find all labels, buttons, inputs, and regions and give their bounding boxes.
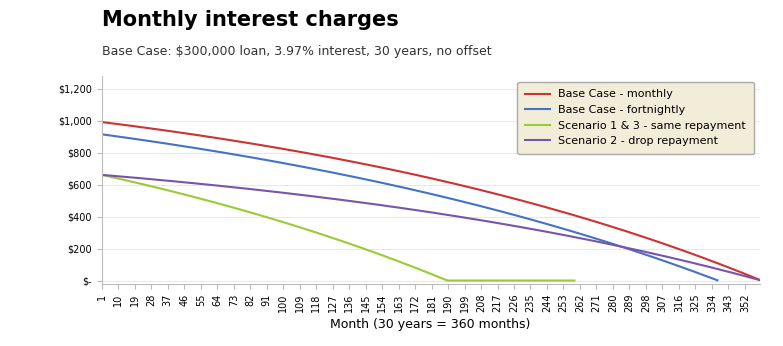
Base Case - monthly <box>293 149 302 154</box>
Base Case - fortnightly <box>287 163 297 167</box>
Scenario 2 - drop repayment <box>755 278 764 282</box>
Base Case - monthly <box>326 155 335 160</box>
Line: Base Case - fortnightly: Base Case - fortnightly <box>102 134 717 280</box>
Line: Base Case - monthly: Base Case - monthly <box>102 122 760 280</box>
Base Case - monthly <box>178 131 187 135</box>
Scenario 1 & 3 - same repayment <box>507 279 517 283</box>
Line: Scenario 1 & 3 - same repayment: Scenario 1 & 3 - same repayment <box>102 175 575 281</box>
Base Case - fortnightly <box>436 194 446 198</box>
Base Case - fortnightly <box>566 229 576 233</box>
Scenario 1 & 3 - same repayment <box>570 279 579 283</box>
Text: Base Case: $300,000 loan, 3.97% interest, 30 years, no offset: Base Case: $300,000 loan, 3.97% interest… <box>102 45 492 58</box>
Scenario 1 & 3 - same repayment <box>562 279 572 283</box>
Scenario 1 & 3 - same repayment <box>97 173 106 177</box>
Base Case - fortnightly <box>579 233 588 237</box>
Base Case - fortnightly <box>97 132 106 136</box>
Base Case - monthly <box>718 263 727 267</box>
Base Case - fortnightly <box>713 278 722 282</box>
Scenario 2 - drop repayment <box>326 197 335 201</box>
Scenario 1 & 3 - same repayment <box>174 191 183 195</box>
Base Case - fortnightly <box>110 134 119 138</box>
Scenario 1 & 3 - same repayment <box>135 182 145 186</box>
Base Case - fortnightly <box>586 235 596 239</box>
Scenario 2 - drop repayment <box>97 173 106 177</box>
Scenario 2 - drop repayment <box>315 195 324 199</box>
Text: Monthly interest charges: Monthly interest charges <box>102 10 399 30</box>
Legend: Base Case - monthly, Base Case - fortnightly, Scenario 1 & 3 - same repayment, S: Base Case - monthly, Base Case - fortnig… <box>518 82 754 154</box>
Scenario 1 & 3 - same repayment <box>319 233 328 237</box>
Scenario 2 - drop repayment <box>718 268 727 272</box>
Scenario 2 - drop repayment <box>384 204 394 208</box>
Scenario 2 - drop repayment <box>293 192 302 197</box>
Base Case - monthly <box>315 153 324 157</box>
Scenario 1 & 3 - same repayment <box>443 279 453 283</box>
Line: Scenario 2 - drop repayment: Scenario 2 - drop repayment <box>102 175 760 280</box>
Scenario 2 - drop repayment <box>178 180 187 184</box>
Scenario 1 & 3 - same repayment <box>183 193 193 198</box>
Base Case - monthly <box>384 167 394 171</box>
Base Case - monthly <box>755 278 764 282</box>
Base Case - monthly <box>97 120 106 124</box>
X-axis label: Month (30 years = 360 months): Month (30 years = 360 months) <box>330 318 531 331</box>
